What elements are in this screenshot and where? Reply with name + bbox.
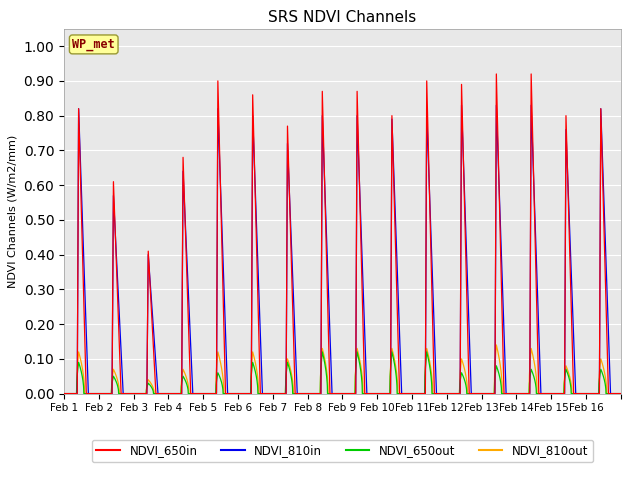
Y-axis label: NDVI Channels (W/m2/mm): NDVI Channels (W/m2/mm)	[8, 134, 18, 288]
Legend: NDVI_650in, NDVI_810in, NDVI_650out, NDVI_810out: NDVI_650in, NDVI_810in, NDVI_650out, NDV…	[92, 440, 593, 462]
Text: WP_met: WP_met	[72, 38, 115, 51]
Title: SRS NDVI Channels: SRS NDVI Channels	[268, 10, 417, 25]
